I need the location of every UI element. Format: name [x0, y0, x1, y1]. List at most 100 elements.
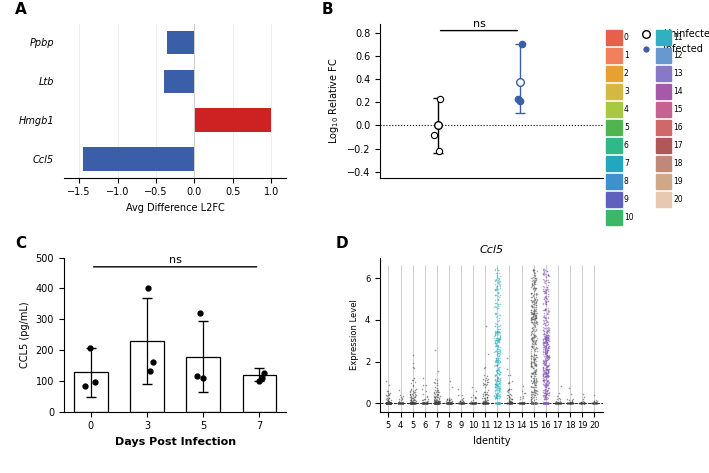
Point	[384, 399, 395, 406]
Point	[503, 399, 514, 407]
Point	[527, 280, 538, 288]
Point	[382, 399, 393, 407]
Point	[382, 399, 393, 407]
Point	[394, 399, 406, 407]
Point	[529, 322, 540, 329]
Point	[457, 396, 468, 403]
Point	[527, 297, 539, 305]
Point	[525, 308, 537, 316]
Point	[407, 399, 418, 406]
Point	[530, 338, 541, 346]
Point	[529, 331, 540, 339]
Point	[528, 396, 540, 403]
Point	[527, 340, 538, 348]
Point	[588, 399, 600, 407]
Point	[538, 392, 549, 399]
Point	[384, 399, 395, 407]
Point	[430, 397, 442, 405]
Point	[537, 356, 549, 363]
Point	[493, 399, 505, 407]
Point	[444, 397, 455, 404]
Point	[542, 276, 554, 283]
Point	[431, 399, 442, 407]
Point	[494, 382, 506, 389]
Point	[529, 386, 540, 394]
Point	[540, 272, 552, 280]
Point	[385, 399, 396, 407]
Point	[540, 305, 551, 313]
Point	[406, 399, 418, 407]
Point	[529, 373, 540, 380]
Point	[537, 392, 549, 399]
Point	[554, 397, 565, 405]
Point	[551, 398, 562, 405]
Point	[527, 297, 539, 305]
Point	[382, 399, 393, 407]
Point	[430, 399, 441, 407]
Point	[528, 310, 540, 318]
Point	[529, 361, 540, 369]
Point	[525, 399, 537, 407]
Point	[543, 342, 554, 350]
Point	[452, 391, 464, 399]
Point	[526, 318, 537, 325]
Point	[564, 399, 576, 407]
Point	[444, 399, 455, 407]
Point	[422, 395, 433, 403]
Text: 1: 1	[624, 51, 629, 61]
Point	[429, 394, 440, 402]
Point	[409, 399, 420, 407]
Point	[384, 399, 396, 407]
Point	[542, 373, 553, 380]
Point	[493, 399, 505, 407]
Point	[525, 360, 537, 368]
Point	[443, 399, 454, 407]
Point	[433, 399, 445, 407]
Point	[529, 271, 540, 279]
Point	[405, 399, 416, 407]
Point	[538, 343, 549, 351]
Point	[456, 391, 467, 398]
Point	[382, 399, 393, 407]
Point	[515, 399, 527, 407]
Point	[386, 399, 397, 407]
Point	[540, 298, 552, 306]
Point	[432, 399, 443, 407]
Point	[405, 399, 416, 407]
Point	[479, 380, 491, 387]
Point	[518, 399, 529, 407]
Point	[381, 399, 393, 407]
Point	[527, 311, 539, 318]
Point	[542, 391, 553, 398]
Point	[444, 399, 455, 407]
Point	[528, 399, 540, 407]
Point	[445, 399, 456, 407]
Point	[526, 388, 537, 396]
Point	[537, 370, 549, 377]
Point	[549, 399, 561, 407]
Point	[539, 399, 550, 407]
Point	[381, 399, 393, 407]
Point	[479, 397, 491, 405]
Point	[493, 337, 504, 345]
Point	[587, 399, 598, 407]
Point	[538, 377, 549, 385]
Point	[539, 382, 550, 389]
Point	[542, 399, 554, 407]
Point	[553, 399, 564, 407]
Point	[478, 399, 489, 407]
Point	[504, 399, 515, 407]
Point	[538, 279, 549, 286]
Point	[529, 380, 540, 387]
Point	[542, 365, 554, 373]
Point	[541, 361, 552, 369]
Point	[538, 328, 549, 335]
Point	[429, 399, 440, 407]
Point	[529, 378, 540, 385]
Point	[530, 303, 541, 311]
Point	[503, 386, 514, 394]
Point	[504, 397, 515, 404]
Point	[492, 354, 503, 362]
Point	[384, 399, 396, 407]
Point	[539, 349, 550, 357]
